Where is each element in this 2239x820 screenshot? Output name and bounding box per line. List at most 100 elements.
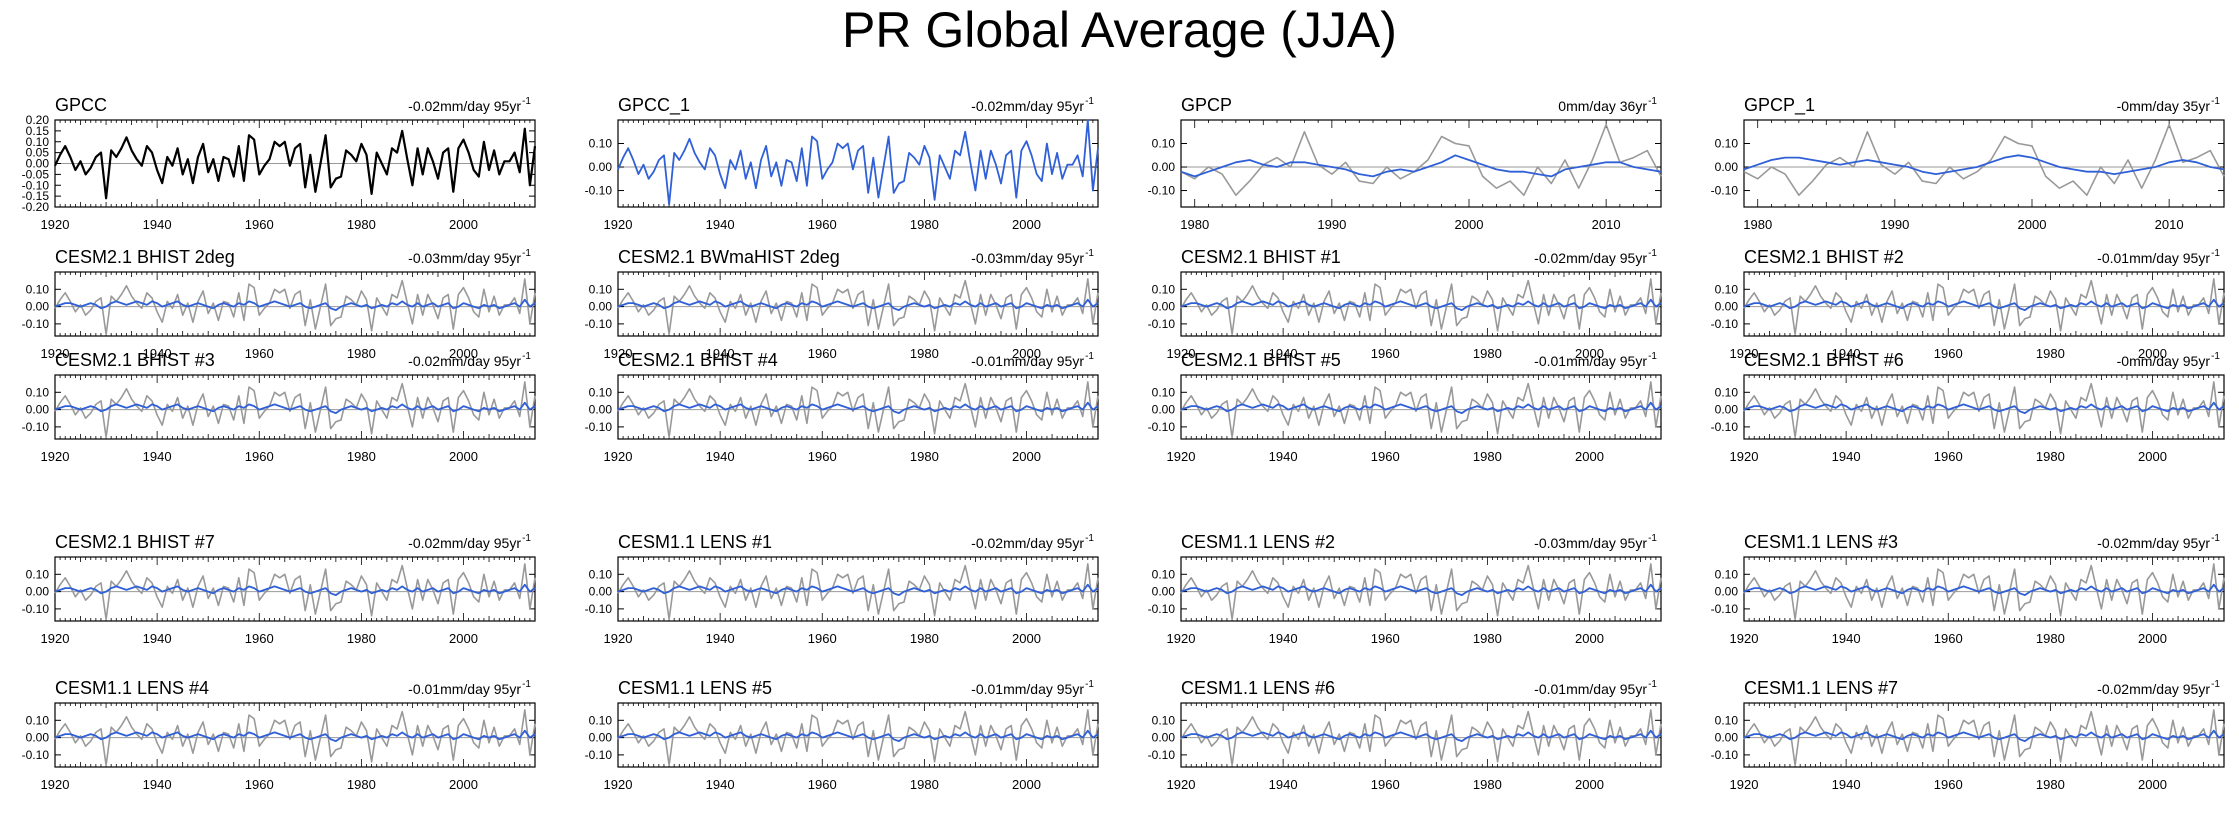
- y-tick-label: 0.10: [1715, 385, 1739, 399]
- runavg-series-line: [617, 401, 1099, 415]
- model-series-line: [1180, 563, 1662, 621]
- y-tick-label: 0.00: [589, 585, 613, 599]
- x-tick-label: 1940: [1269, 449, 1298, 464]
- runavg-series-line: [54, 583, 536, 596]
- y-tick-label: -0.10: [585, 420, 613, 434]
- y-tick-label: 0.00: [589, 403, 613, 417]
- y-tick-label: -0.10: [22, 748, 50, 762]
- y-tick-label: -0.10: [585, 317, 613, 331]
- panel-trend: -0.03mm/day 95yr: [971, 250, 1084, 266]
- x-tick-label: 1980: [910, 777, 939, 792]
- y-tick-label: -0.10: [1148, 602, 1176, 616]
- panel-trend: -0.02mm/day 95yr: [2097, 535, 2210, 551]
- y-tick-label: 0.10: [1152, 567, 1176, 581]
- y-tick-label: 0.05: [26, 146, 50, 160]
- y-tick-label: 0.10: [26, 135, 50, 149]
- panel-2: GPCP 0mm/day 36yr -1 0.10 0.00 -0.10 1980 1990 2…: [1148, 95, 1662, 232]
- y-tick-label: 0.10: [1715, 567, 1739, 581]
- x-tick-label: 1980: [347, 777, 376, 792]
- y-tick-label: 0.10: [1715, 713, 1739, 727]
- panel-trend-exponent: -1: [2211, 533, 2220, 544]
- runavg-series-line: [54, 729, 536, 742]
- panel-trend: -0.02mm/day 95yr: [971, 98, 1084, 114]
- x-tick-label: 1980: [347, 449, 376, 464]
- panel-trend-exponent: -1: [1085, 96, 1094, 107]
- panel-18: CESM1.1 LENS #6 -0.01mm/day 95yr -1 0.10 0.0…: [1148, 678, 1662, 792]
- model-series-line: [617, 563, 1099, 621]
- plot-frame: [617, 119, 1099, 208]
- x-tick-label: 1960: [1934, 777, 1963, 792]
- panel-trend-exponent: -1: [2211, 96, 2220, 107]
- panel-title: GPCP: [1181, 95, 1232, 115]
- y-tick-label: -0.10: [1148, 748, 1176, 762]
- x-tick-label: 1960: [808, 777, 837, 792]
- x-tick-label: 1980: [910, 449, 939, 464]
- x-tick-label: 1980: [2036, 449, 2065, 464]
- panel-trend-exponent: -1: [1648, 533, 1657, 544]
- y-tick-label: 0.10: [26, 567, 50, 581]
- x-tick-label: 2000: [2018, 217, 2047, 232]
- model-series-line: [54, 709, 536, 767]
- x-tick-label: 1940: [706, 346, 735, 361]
- panel-trend: -0.03mm/day 95yr: [1534, 535, 1647, 551]
- x-tick-label: 1940: [143, 346, 172, 361]
- model-series-line: [54, 278, 536, 336]
- panel-trend: -0.01mm/day 95yr: [971, 681, 1084, 697]
- model-series-line: [1743, 563, 2225, 621]
- x-tick-label: 1940: [143, 631, 172, 646]
- y-tick-label: 0.10: [589, 713, 613, 727]
- x-tick-label: 1980: [2036, 777, 2065, 792]
- y-tick-label: 0.10: [26, 385, 50, 399]
- panel-17: CESM1.1 LENS #5 -0.01mm/day 95yr -1 0.10 0.0…: [585, 678, 1099, 792]
- y-tick-label: 0.00: [1152, 731, 1176, 745]
- runavg-series-line: [54, 298, 536, 312]
- y-tick-label: -0.15: [22, 189, 50, 203]
- y-tick-label: -0.10: [585, 748, 613, 762]
- y-tick-label: -0.05: [22, 167, 50, 181]
- x-tick-label: 1920: [1730, 346, 1759, 361]
- panel-8: CESM2.1 BHIST #3 -0.02mm/day 95yr -1 0.10 0.…: [22, 350, 536, 464]
- panel-title: CESM2.1 BHIST #7: [55, 532, 215, 552]
- x-tick-label: 1960: [1934, 449, 1963, 464]
- panel-title: CESM1.1 LENS #1: [618, 532, 772, 552]
- obs-series-line: [54, 127, 537, 200]
- y-tick-label: 0.10: [26, 282, 50, 296]
- x-tick-label: 1960: [1934, 346, 1963, 361]
- x-tick-label: 1960: [808, 346, 837, 361]
- x-tick-label: 2000: [1455, 217, 1484, 232]
- panel-title: CESM2.1 BHIST #4: [618, 350, 778, 370]
- x-tick-label: 1990: [1317, 217, 1346, 232]
- panel-title: CESM2.1 BHIST #5: [1181, 350, 1341, 370]
- y-tick-label: -0.10: [1711, 184, 1739, 198]
- x-tick-label: 1920: [1730, 631, 1759, 646]
- panel-title: CESM1.1 LENS #5: [618, 678, 772, 698]
- x-tick-label: 1980: [1473, 346, 1502, 361]
- panel-trend: -0.01mm/day 95yr: [971, 353, 1084, 369]
- panel-trend-exponent: -1: [2211, 351, 2220, 362]
- panel-title: CESM1.1 LENS #6: [1181, 678, 1335, 698]
- y-tick-label: -0.10: [22, 602, 50, 616]
- x-tick-label: 2000: [1012, 777, 1041, 792]
- model-series-line: [54, 381, 536, 439]
- y-tick-label: 0.00: [1715, 160, 1739, 174]
- panel-12: CESM2.1 BHIST #7 -0.02mm/day 95yr -1 0.10 0.…: [22, 532, 536, 646]
- runavg-series-line: [617, 729, 1099, 742]
- x-tick-label: 1960: [1371, 631, 1400, 646]
- x-tick-label: 2000: [1575, 777, 1604, 792]
- y-tick-label: -0.10: [22, 178, 50, 192]
- x-tick-label: 2000: [2138, 346, 2167, 361]
- y-tick-label: 0.10: [589, 385, 613, 399]
- x-tick-label: 2000: [1012, 217, 1041, 232]
- model-series-line: [1743, 709, 2225, 767]
- x-tick-label: 1920: [604, 777, 633, 792]
- y-tick-label: 0.00: [26, 403, 50, 417]
- x-tick-label: 2000: [449, 631, 478, 646]
- x-tick-label: 2000: [2138, 777, 2167, 792]
- y-tick-label: 0.10: [1715, 282, 1739, 296]
- model-series-line: [1180, 709, 1662, 767]
- y-tick-label: -0.20: [22, 200, 50, 214]
- panel-trend: -0.02mm/day 95yr: [408, 353, 521, 369]
- x-tick-label: 1980: [347, 631, 376, 646]
- x-tick-label: 1980: [910, 346, 939, 361]
